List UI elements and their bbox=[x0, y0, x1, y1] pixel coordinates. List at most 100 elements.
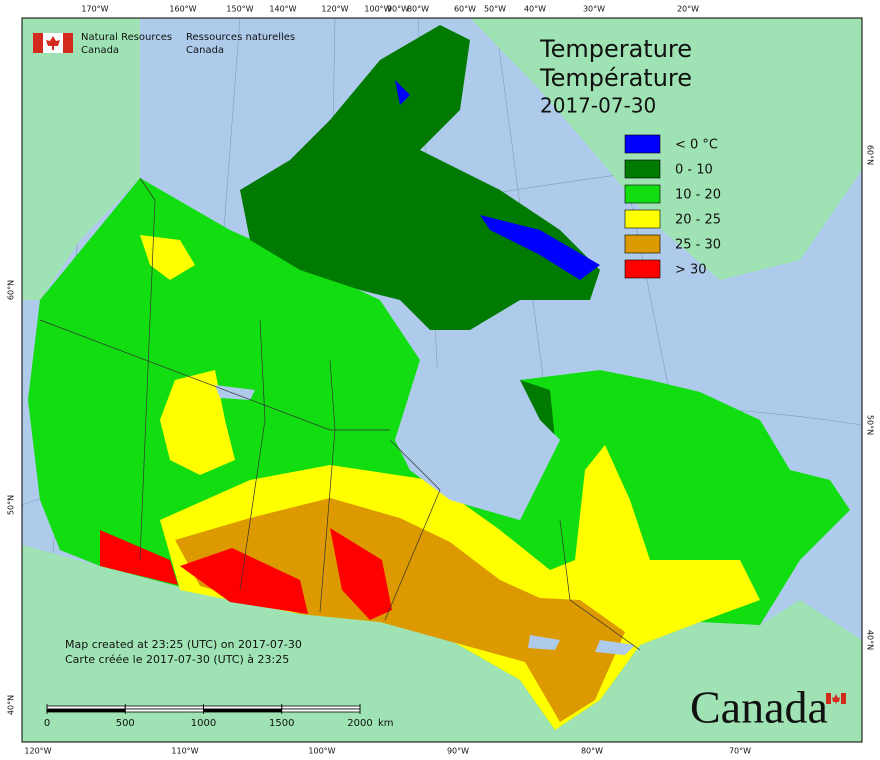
map-frame bbox=[21, 17, 863, 743]
legend-swatch bbox=[624, 209, 661, 229]
credit: Carte créée le 2017-07-30 (UTC) à 23:25 bbox=[65, 653, 289, 666]
lake bbox=[595, 640, 635, 655]
flag-bar bbox=[826, 693, 831, 704]
legend-label: 0 - 10 bbox=[675, 163, 713, 178]
latitude-label: 60°N bbox=[7, 280, 16, 300]
longitude-label: 140°W bbox=[269, 5, 296, 14]
longitude-label: 100°W bbox=[364, 5, 391, 14]
scale-segment bbox=[281, 705, 361, 710]
latitude-label: 40°N bbox=[7, 695, 16, 715]
wordmark: Canada bbox=[690, 682, 846, 733]
scale-unit: km bbox=[378, 718, 394, 729]
longitude-label: 80°W bbox=[581, 747, 603, 756]
border bbox=[39, 319, 390, 431]
credit: Map created at 23:25 (UTC) on 2017-07-30 bbox=[65, 638, 302, 651]
title: Temperature bbox=[539, 35, 692, 63]
region bbox=[395, 80, 410, 105]
longitude-label: 100°W bbox=[308, 747, 335, 756]
region bbox=[480, 215, 600, 280]
greenland bbox=[470, 18, 862, 280]
longitude-label: 110°W bbox=[171, 747, 198, 756]
legend-swatch bbox=[624, 184, 661, 204]
agency-name: Ressources naturelles bbox=[186, 32, 295, 43]
maple-leaf bbox=[832, 694, 840, 704]
agency-signature: Natural Resources Canada Ressources natu… bbox=[33, 32, 295, 56]
alaska bbox=[22, 18, 140, 300]
longitude-label: 170°W bbox=[81, 5, 108, 14]
scale-label: 1000 bbox=[191, 718, 216, 729]
region bbox=[180, 548, 308, 614]
date: 2017-07-30 bbox=[540, 94, 656, 118]
border bbox=[559, 519, 641, 651]
region bbox=[140, 235, 195, 280]
border bbox=[384, 439, 441, 621]
legend-label: > 30 bbox=[675, 263, 707, 278]
scale-segment bbox=[124, 708, 204, 713]
legend-swatch bbox=[624, 259, 661, 279]
lake bbox=[528, 635, 560, 650]
region bbox=[330, 528, 392, 620]
flag-bar bbox=[841, 693, 846, 704]
title: Température bbox=[539, 64, 692, 92]
scale-segment bbox=[46, 708, 126, 713]
region bbox=[100, 530, 178, 585]
scale-segment bbox=[46, 705, 126, 710]
agency-name: Canada bbox=[186, 45, 224, 56]
longitude-label: 80°W bbox=[407, 5, 429, 14]
longitude-label: 90°W bbox=[447, 747, 469, 756]
legend-swatch bbox=[624, 234, 661, 254]
agency-name: Canada bbox=[81, 45, 119, 56]
region bbox=[520, 380, 555, 440]
legend: < 0 °C 0 - 10 10 - 20 20 - 25 25 - 30 > 30 bbox=[624, 134, 721, 279]
legend-label: < 0 °C bbox=[675, 138, 718, 153]
scale-segment bbox=[203, 705, 283, 710]
longitude-label: 120°W bbox=[321, 5, 348, 14]
legend-label: 20 - 25 bbox=[675, 213, 721, 228]
legend-label: 10 - 20 bbox=[675, 188, 721, 203]
agency-name: Natural Resources bbox=[81, 32, 172, 43]
temperature-regions bbox=[28, 25, 850, 730]
scale-label: 2000 bbox=[347, 718, 372, 729]
longitude-label: 70°W bbox=[729, 747, 751, 756]
legend-swatch bbox=[624, 159, 661, 179]
hudson-bay bbox=[395, 365, 560, 520]
longitude-label: 150°W bbox=[226, 5, 253, 14]
scale-segment bbox=[124, 705, 204, 710]
maple-leaf bbox=[46, 36, 60, 50]
region bbox=[240, 25, 600, 330]
longitude-label: 50°W bbox=[484, 5, 506, 14]
latitude-label: 60°N bbox=[866, 145, 875, 165]
wordmark-text: Canada bbox=[690, 682, 828, 733]
scale-label: 0 bbox=[44, 718, 50, 729]
latitude-label: 50°N bbox=[7, 495, 16, 515]
region bbox=[160, 370, 235, 475]
longitude-label: 60°W bbox=[454, 5, 476, 14]
scale-bar: 0 500 1000 1500 2000 km bbox=[44, 704, 394, 729]
scale-label: 500 bbox=[116, 718, 135, 729]
graticule-labels: 170°W 160°W 150°W 140°W 120°W 100°W90°W80°W 60… bbox=[7, 5, 875, 756]
region bbox=[175, 498, 625, 722]
latitude-label: 40°N bbox=[866, 630, 875, 650]
flag-bar bbox=[33, 33, 43, 53]
scale-label: 1500 bbox=[269, 718, 294, 729]
border bbox=[319, 359, 336, 613]
legend-swatch bbox=[624, 134, 661, 154]
foreign-land bbox=[22, 18, 862, 742]
flag-bar bbox=[63, 33, 73, 53]
border bbox=[239, 319, 266, 591]
longitude-label: 40°W bbox=[524, 5, 546, 14]
border bbox=[139, 177, 156, 561]
longitude-label: 90°W bbox=[387, 5, 409, 14]
united-states bbox=[22, 545, 862, 742]
scale-segment bbox=[281, 708, 361, 713]
scale-segment bbox=[203, 708, 283, 713]
longitude-label: 160°W bbox=[169, 5, 196, 14]
longitude-label: 30°W bbox=[583, 5, 605, 14]
latitude-label: 50°N bbox=[866, 415, 875, 435]
legend-label: 25 - 30 bbox=[675, 238, 721, 253]
provincial-borders bbox=[39, 177, 641, 651]
lake bbox=[215, 385, 255, 400]
longitude-label: 20°W bbox=[677, 5, 699, 14]
longitude-label: 120°W bbox=[24, 747, 51, 756]
